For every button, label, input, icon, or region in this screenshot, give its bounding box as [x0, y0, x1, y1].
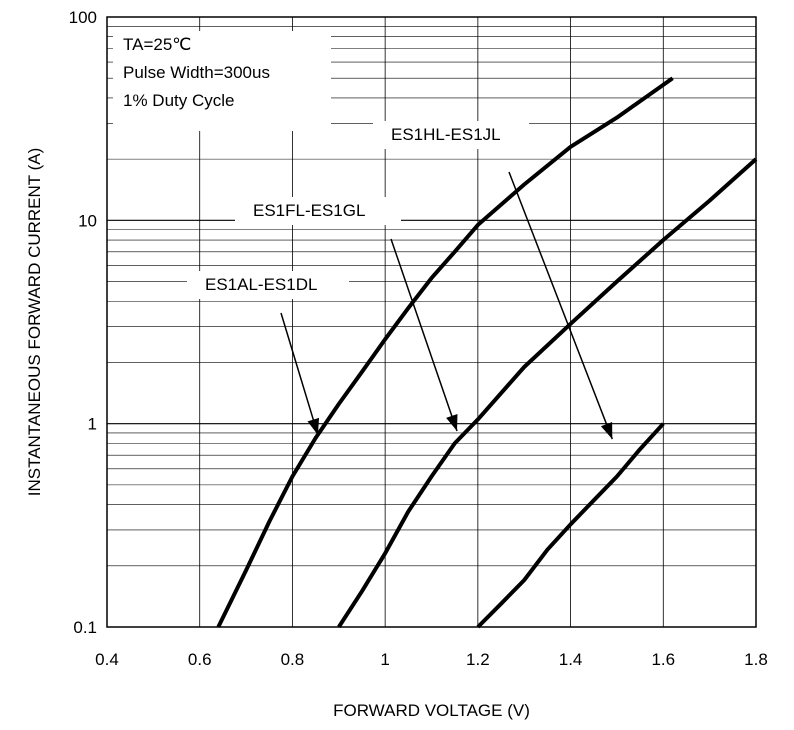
y-axis-title: INSTANTANEOUS FORWARD CURRENT (A)	[25, 148, 44, 497]
series-line-2	[476, 422, 665, 629]
x-tick-label: 0.6	[188, 650, 212, 669]
axes: 0.4 0.6 0.8 1 1.2 1.4 1.6 1.8 0.1 1 10 100	[69, 8, 768, 669]
x-tick-label: 1.8	[744, 650, 768, 669]
series-label-es1al-es1dl: ES1AL-ES1DL	[205, 275, 317, 294]
callout-arrowhead	[307, 417, 320, 435]
callout-arrowhead	[600, 421, 613, 440]
series-label-es1hl-es1jl: ES1HL-ES1JL	[391, 125, 501, 144]
y-tick-label: 0.1	[73, 618, 97, 637]
x-tick-label: 0.8	[281, 650, 305, 669]
x-tick-label: 1.6	[651, 650, 675, 669]
x-axis-title: FORWARD VOLTAGE (V)	[333, 701, 530, 720]
series-label-bg-es1fl	[235, 197, 401, 225]
x-tick-label: 1.4	[559, 650, 583, 669]
series-label-es1fl-es1gl: ES1FL-ES1GL	[253, 201, 365, 220]
series-line-0	[216, 76, 674, 628]
y-tick-label: 10	[78, 211, 97, 230]
callout-arrow-line	[508, 171, 613, 440]
series-callouts: ES1AL-ES1DL ES1FL-ES1GL ES1HL-ES1JL	[187, 121, 613, 440]
series-lines	[216, 76, 758, 629]
series-label-bg-es1hl	[373, 121, 529, 149]
y-tick-label: 100	[69, 8, 97, 27]
callout-arrow-line	[280, 312, 319, 436]
condition-duty-cycle: 1% Duty Cycle	[123, 91, 234, 110]
series-line-1	[337, 157, 758, 629]
x-tick-label: 1.2	[466, 650, 490, 669]
plot-frame	[106, 16, 757, 628]
x-tick-label: 1	[380, 650, 389, 669]
callout-arrowhead	[446, 413, 458, 432]
conditions-box	[113, 31, 331, 131]
condition-temperature: TA=25℃	[123, 35, 191, 54]
y-tick-label: 1	[88, 415, 97, 434]
callout-arrow-line	[390, 238, 458, 432]
condition-pulse-width: Pulse Width=300us	[123, 63, 270, 82]
series-label-bg-es1al	[187, 271, 349, 299]
x-tick-label: 0.4	[95, 650, 119, 669]
grid	[107, 17, 756, 627]
